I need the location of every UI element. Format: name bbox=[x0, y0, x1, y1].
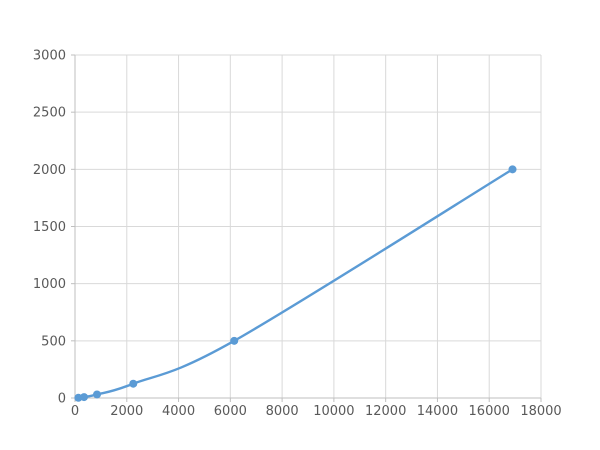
x-tick-label: 12000 bbox=[365, 404, 406, 419]
data-point-marker bbox=[93, 390, 102, 399]
x-tick-label: 6000 bbox=[214, 404, 247, 419]
y-tick-label: 1000 bbox=[33, 277, 66, 292]
x-tick-label: 4000 bbox=[162, 404, 195, 419]
x-tick-label: 10000 bbox=[313, 404, 354, 419]
x-tick-label: 2000 bbox=[110, 404, 143, 419]
data-point-marker bbox=[508, 165, 517, 174]
y-tick-label: 3000 bbox=[33, 49, 66, 64]
x-tick-label: 16000 bbox=[469, 404, 510, 419]
y-tick-label: 1500 bbox=[33, 220, 66, 235]
y-tick-label: 2000 bbox=[33, 163, 66, 178]
data-point-marker bbox=[230, 336, 239, 345]
x-tick-label: 0 bbox=[71, 404, 79, 419]
y-tick-label: 500 bbox=[41, 334, 66, 349]
data-point-marker bbox=[80, 393, 89, 402]
y-tick-label: 2500 bbox=[33, 106, 66, 121]
y-tick-label: 0 bbox=[58, 392, 66, 407]
x-tick-label: 8000 bbox=[266, 404, 299, 419]
x-tick-label: 14000 bbox=[417, 404, 458, 419]
data-point-marker bbox=[129, 379, 138, 388]
x-tick-label: 18000 bbox=[520, 404, 561, 419]
